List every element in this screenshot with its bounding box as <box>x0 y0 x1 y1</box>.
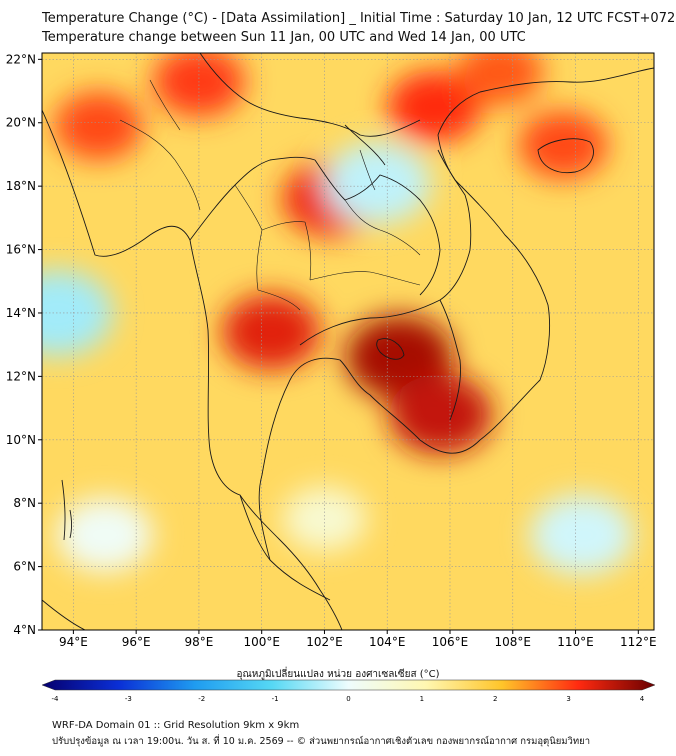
coastline-thailand-gulf <box>258 357 421 561</box>
coastline-hainan <box>537 138 594 174</box>
colorbar-title: อุณหภูมิเปลี่ยนแปลง หน่วย องศาเซลเซียส (… <box>236 669 440 680</box>
lat-tick-label: 20°N <box>6 116 36 130</box>
map-title: Temperature Change (°C) - [Data Assimila… <box>42 11 676 26</box>
lon-tick-label: 104°E <box>369 635 406 649</box>
border-thailand-cambodia <box>299 299 441 346</box>
border-thailand-laos <box>314 159 441 296</box>
temperature-change-map: 94°E 96°E 98°E 100°E 102°E 104°E 106°E 108°E 110… <box>6 52 657 703</box>
lon-tick-label: 108°E <box>495 635 532 649</box>
lat-tick-label: 16°N <box>6 243 36 257</box>
latitude-axis: 4°N 6°N 8°N 10°N 12°N 14°N 16°N 18°N 20°N 22°N <box>6 52 42 637</box>
mekong-hotspot <box>388 374 493 455</box>
border-cambodia-vietnam <box>439 299 461 421</box>
border-myanmar-china <box>199 53 421 137</box>
lat-tick-label: 6°N <box>13 560 36 574</box>
nong-khai-cold-spot <box>325 141 431 224</box>
lon-tick-label: 110°E <box>557 635 594 649</box>
colorbar-tick-label: 1 <box>420 695 424 703</box>
colorbar-tick-label: -2 <box>198 695 205 703</box>
colorbar-bar <box>41 679 656 691</box>
map-frame <box>41 52 655 631</box>
lon-tick-label: 98°E <box>184 635 213 649</box>
longitude-axis: 94°E 96°E 98°E 100°E 102°E 104°E 106°E 108°E 110… <box>59 630 657 649</box>
coastline-myanmar <box>42 109 331 601</box>
lon-tick-label: 106°E <box>432 635 469 649</box>
map-subtitle: Temperature change between Sun 11 Jan, 0… <box>42 30 526 45</box>
south-china-sea-cool <box>530 494 634 575</box>
border-laos-vietnam <box>437 149 472 301</box>
colorbar: -4 -3 -2 -1 0 1 2 3 4 <box>41 679 656 703</box>
andaman-islands <box>61 479 72 541</box>
hainan-hotspot <box>518 110 608 179</box>
lat-tick-label: 10°N <box>6 433 36 447</box>
lat-tick-label: 8°N <box>13 496 36 510</box>
province-lines-myanmar <box>119 79 201 211</box>
coastline-china-south <box>479 67 654 93</box>
border-myanmar-thailand <box>189 156 316 241</box>
colorbar-tick-label: -3 <box>125 695 132 703</box>
coastline-cambodia-vietnam <box>419 91 550 454</box>
colorbar-tick-label: 3 <box>566 695 570 703</box>
colorbar-tick-label: -1 <box>272 695 279 703</box>
myanmar-west-hotspot <box>54 91 143 160</box>
country-boundaries <box>42 53 654 630</box>
province-lines-laos <box>344 149 421 256</box>
lon-tick-label: 100°E <box>243 635 280 649</box>
lat-tick-label: 18°N <box>6 179 36 193</box>
footer-update-info: ปรับปรุงข้อมูล ณ เวลา 19:00น. วัน ส. ที่… <box>52 736 591 747</box>
central-thailand-hotspot <box>221 293 321 370</box>
colorbar-tick-label: -4 <box>52 695 60 703</box>
lat-tick-label: 22°N <box>6 52 36 66</box>
colorbar-tick-label: 4 <box>640 695 645 703</box>
border-laos-china <box>344 124 386 166</box>
lon-tick-label: 94°E <box>59 635 88 649</box>
tonle-sap <box>376 338 405 360</box>
lat-tick-label: 12°N <box>6 369 36 383</box>
coastline-malay-peninsula <box>239 494 343 630</box>
guangxi-hotspot <box>457 53 544 106</box>
lon-tick-label: 96°E <box>122 635 151 649</box>
colorbar-tick-label: 2 <box>493 695 497 703</box>
south-west-sea-cool <box>56 497 153 572</box>
lon-tick-label: 112°E <box>620 635 657 649</box>
colorbar-tick-label: 0 <box>346 695 350 703</box>
lat-tick-label: 4°N <box>13 623 36 637</box>
sumatra-coast <box>42 599 86 630</box>
graticule <box>42 53 654 630</box>
lon-tick-label: 102°E <box>306 635 343 649</box>
lat-tick-label: 14°N <box>6 306 36 320</box>
province-lines-thailand <box>234 184 421 311</box>
footer-model-info: WRF-DA Domain 01 :: Grid Resolution 9km … <box>52 720 300 731</box>
